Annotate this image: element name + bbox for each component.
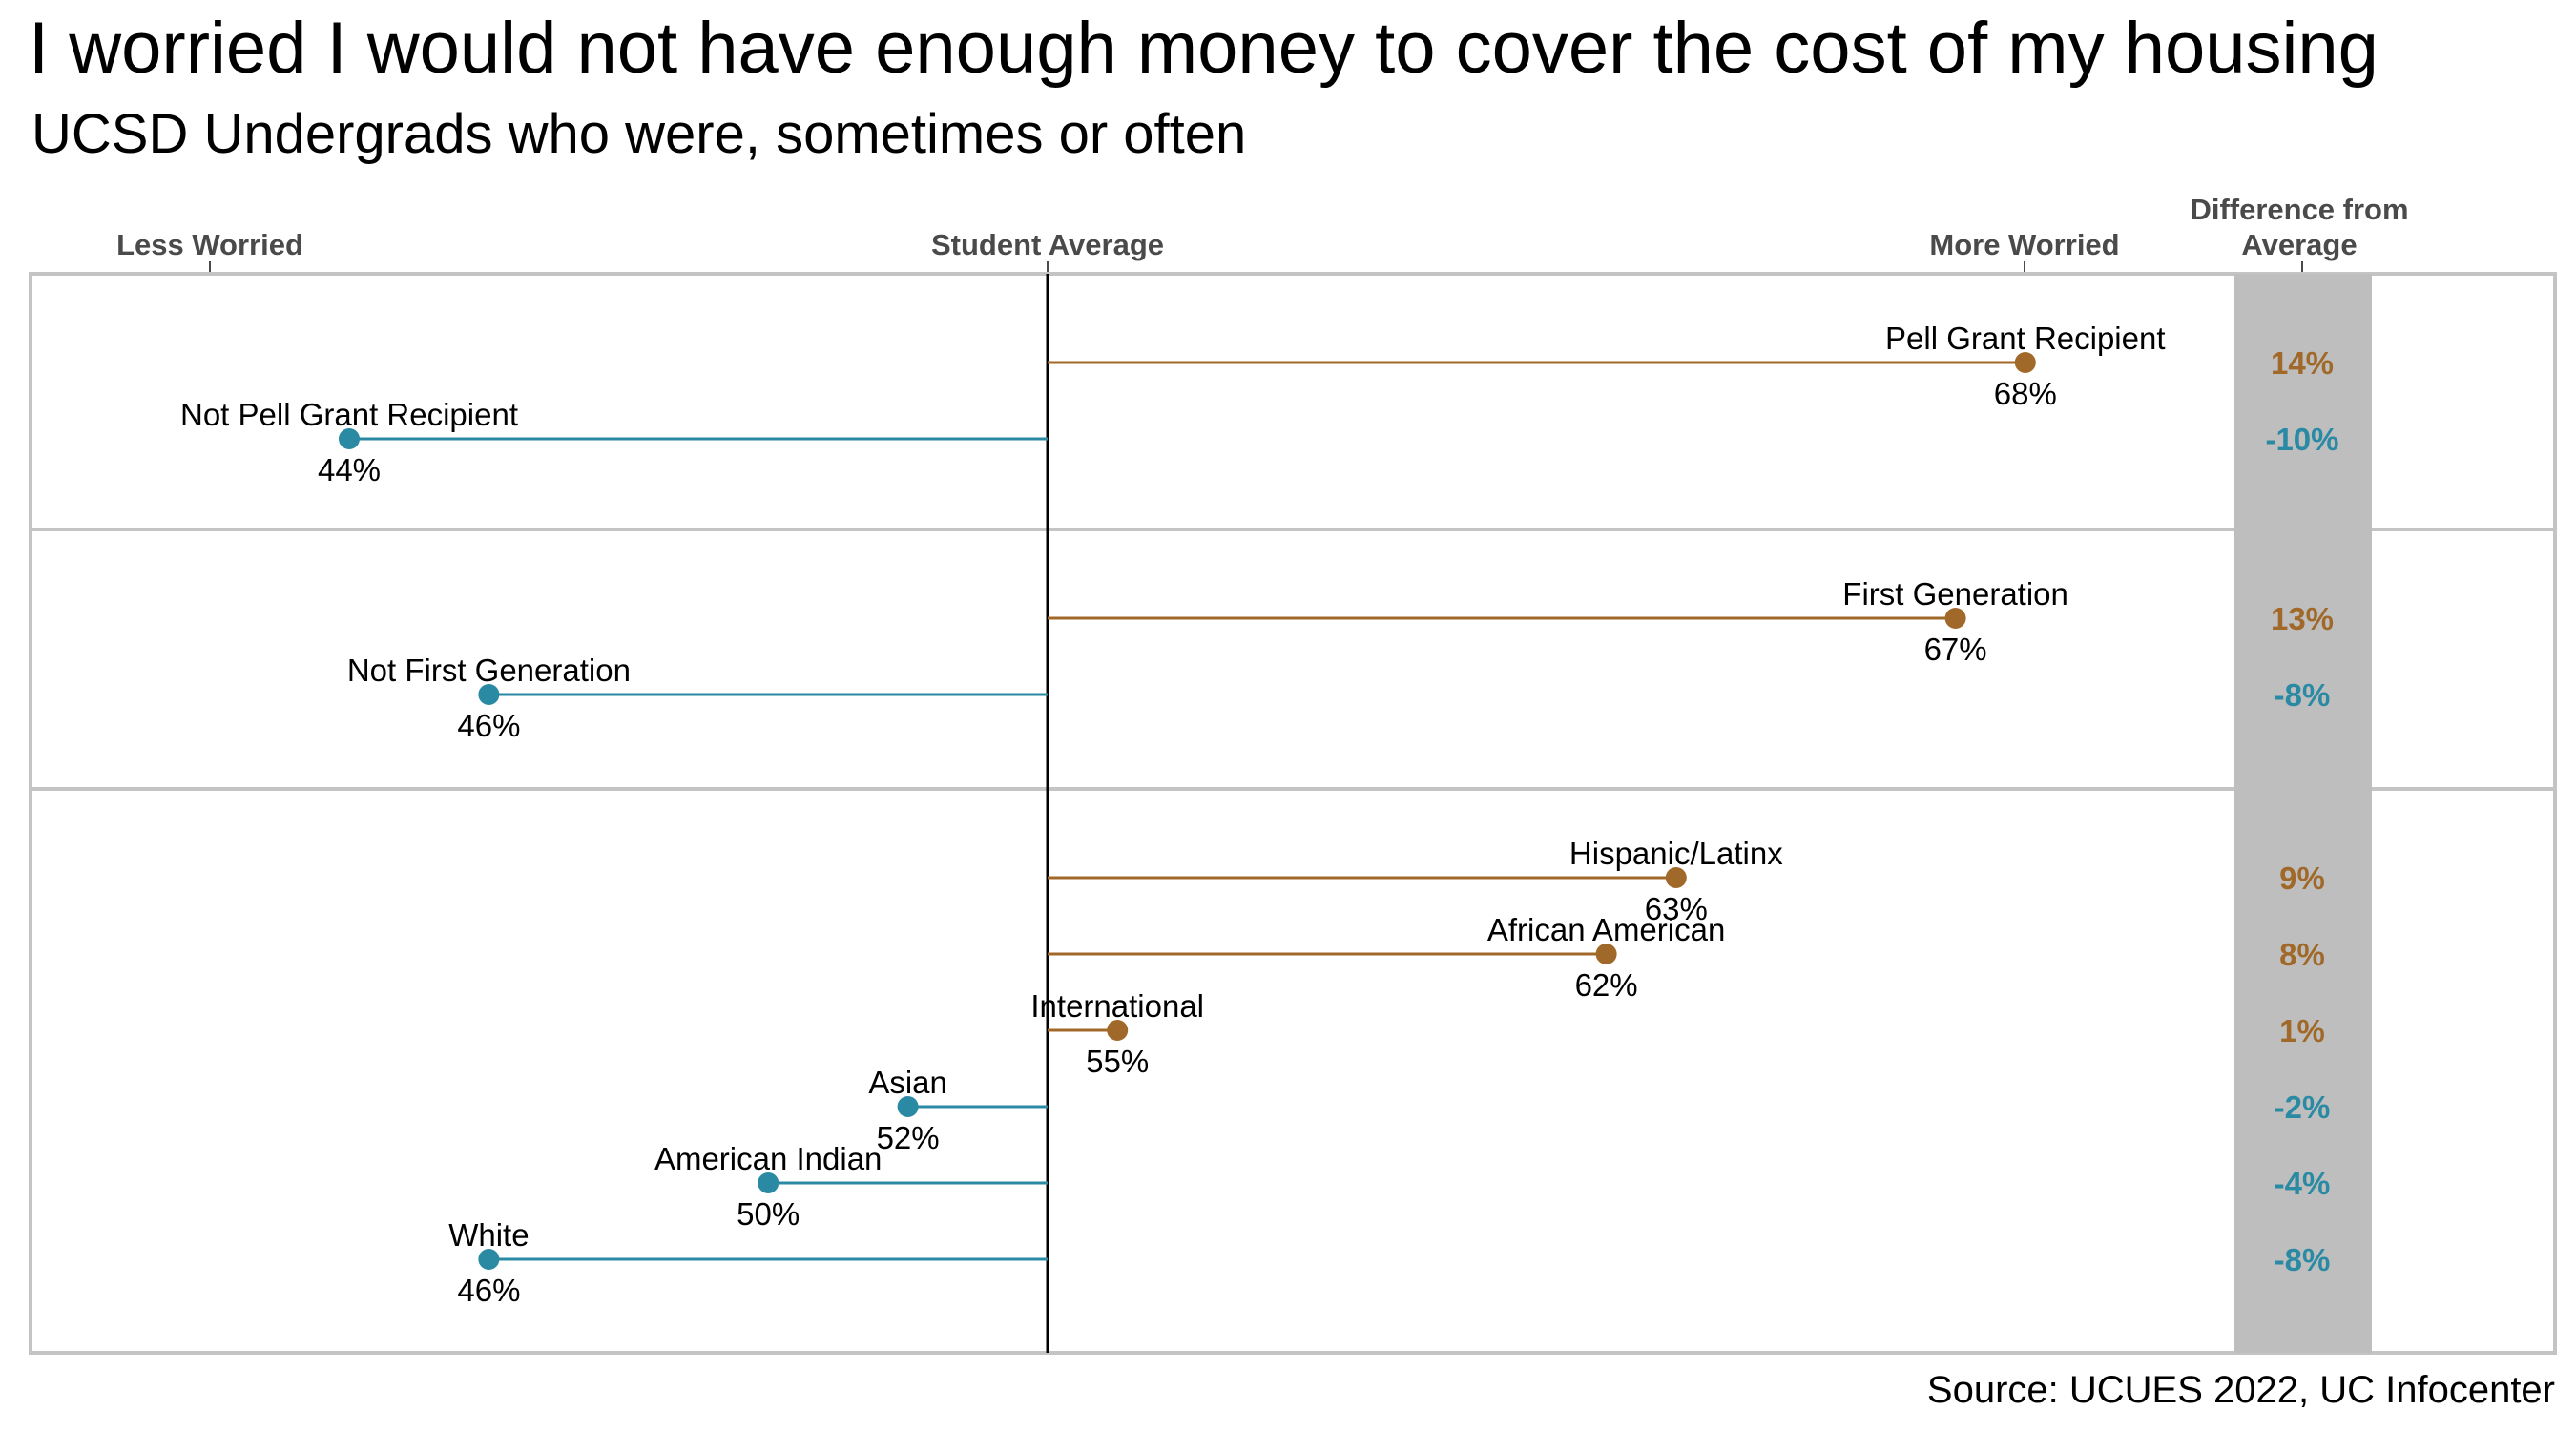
group-label: White [448,1217,529,1253]
axis-caption-difference-line2: Average [2241,228,2357,261]
group-label: African American [1487,912,1725,947]
value-label: 62% [1575,967,1638,1003]
difference-band [2234,274,2372,1353]
axis-caption-more-worried: More Worried [1929,228,2119,261]
data-point [339,428,360,449]
panel-frame [29,272,2557,531]
data-point [1107,1020,1129,1041]
chart-panels: Pell Grant Recipient 68% 14% Not Pell Grant… [29,272,2557,1355]
difference-label: 13% [2271,601,2334,636]
group-label: First Generation [1842,576,2068,612]
data-point [2014,352,2036,373]
chart-title: I worried I would not have enough money … [29,8,2379,89]
difference-label: 8% [2279,937,2325,972]
difference-label: -8% [2275,677,2331,713]
data-point [1665,867,1687,888]
difference-label: -10% [2265,422,2338,457]
data-point [478,1249,500,1270]
value-label: 55% [1086,1044,1149,1079]
value-label: 44% [318,452,381,487]
data-point [1595,944,1617,964]
group-label: Asian [868,1065,947,1100]
value-label: 68% [1994,376,2057,411]
difference-label: 9% [2279,861,2325,896]
source-note: Source: UCUES 2022, UC Infocenter [1927,1369,2555,1411]
difference-label: 1% [2279,1013,2325,1048]
axis-caption-student-average: Student Average [931,228,1164,261]
value-label: 50% [737,1196,800,1232]
difference-label: -8% [2275,1242,2331,1277]
panel-frame [29,787,2557,1355]
data-point [758,1172,779,1193]
axis-caption-less-worried: Less Worried [116,228,303,261]
difference-label: -2% [2275,1089,2331,1125]
value-label: 63% [1645,891,1708,926]
group-label: Hispanic/Latinx [1569,836,1783,871]
difference-label: -4% [2275,1166,2331,1201]
value-label: 52% [877,1120,940,1155]
axis-ticks [209,261,2303,274]
group-label: American Indian [654,1141,882,1176]
group-label: Not Pell Grant Recipient [180,397,518,432]
group-label: Not First Generation [347,653,631,688]
axis-caption-difference-line1: Difference from [2190,193,2408,226]
data-point [1944,608,1966,629]
value-label: 67% [1924,632,1987,667]
group-label: Pell Grant Recipient [1885,321,2165,356]
value-label: 46% [457,1273,520,1308]
difference-label: 14% [2271,345,2334,381]
group-label: International [1030,988,1204,1024]
value-label: 46% [457,708,520,743]
chart-subtitle: UCSD Undergrads who were, sometimes or o… [31,103,1246,165]
data-point [897,1096,919,1117]
data-point [478,684,500,705]
